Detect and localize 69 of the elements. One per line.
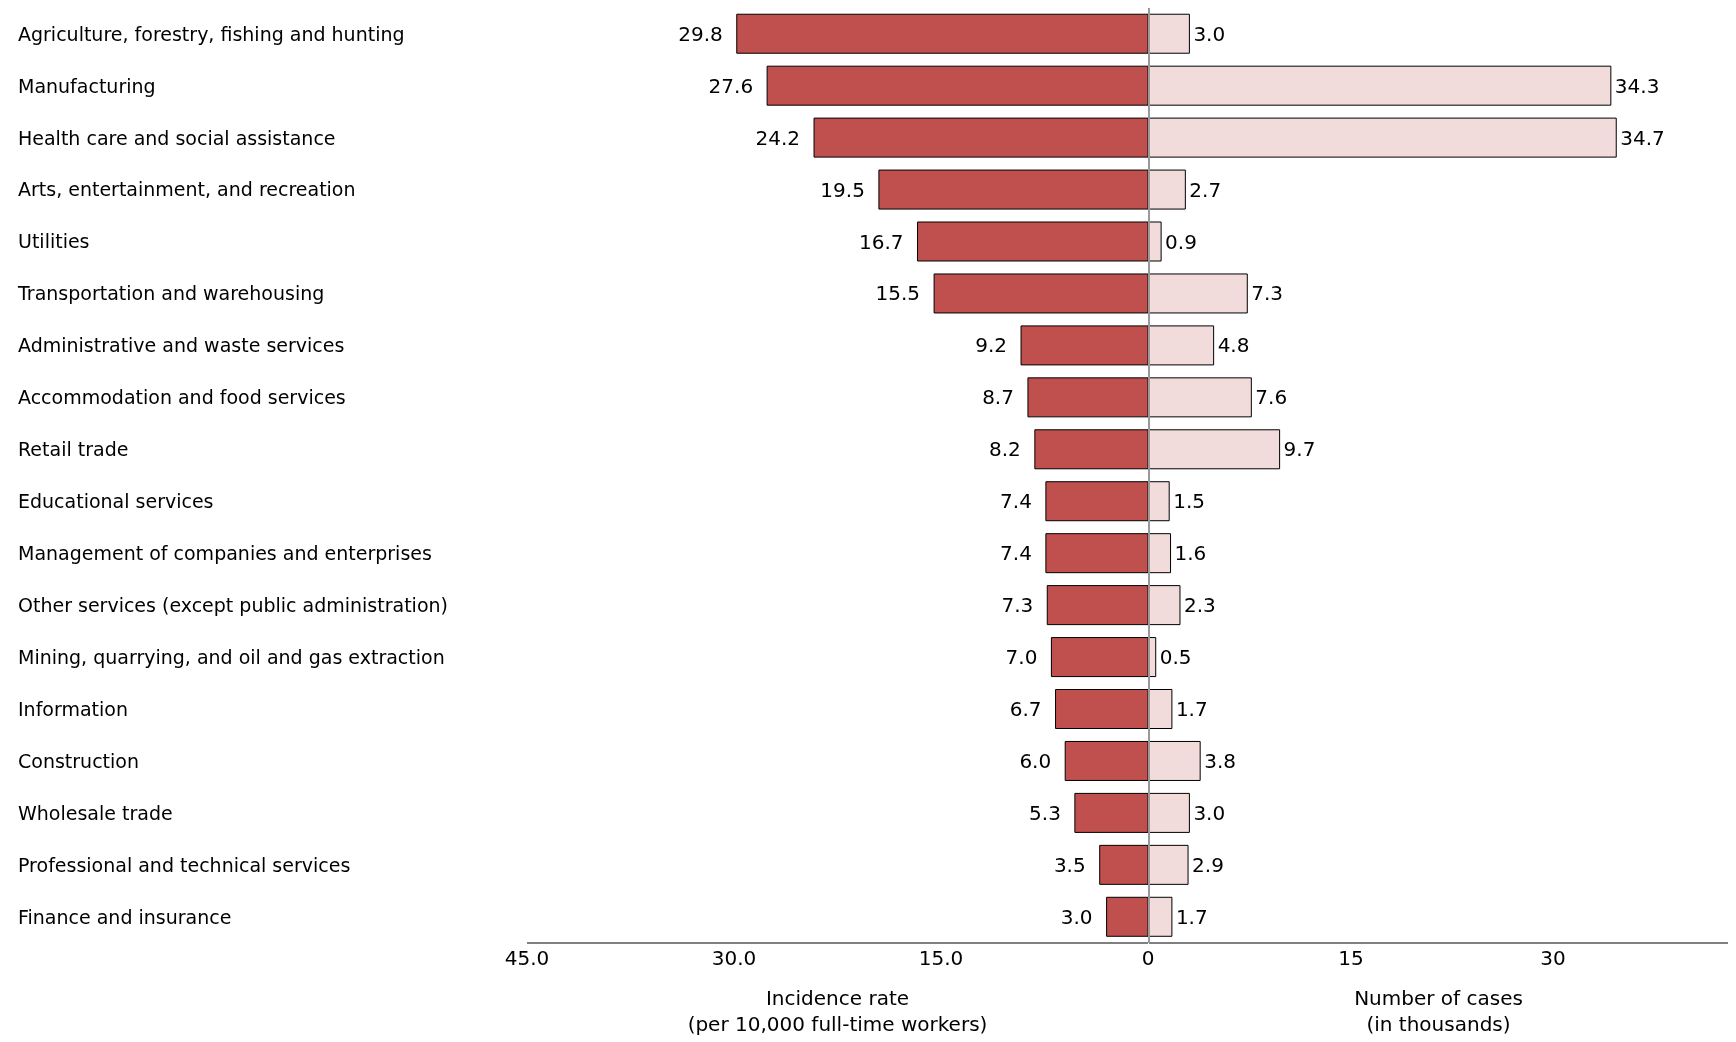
y-tick-label: Professional and technical services — [18, 853, 351, 876]
data-label: 16.7 — [859, 229, 904, 254]
x-axis-title: Incidence rate (per 10,000 full-time workers) — [687, 986, 988, 1036]
y-tick-label: Agriculture, forestry, fishing and hunting — [18, 22, 405, 45]
bar — [1149, 689, 1173, 730]
y-tick-label: Finance and insurance — [18, 905, 232, 928]
y-tick-label: Retail trade — [18, 438, 129, 461]
bar — [1149, 585, 1181, 626]
bar — [1149, 13, 1190, 54]
data-label: 34.3 — [1614, 73, 1660, 98]
data-label: 34.7 — [1620, 125, 1665, 150]
y-tick-label: Wholesale trade — [18, 801, 173, 824]
x-tick-label: 15 — [1338, 946, 1364, 971]
data-label: 1.7 — [1175, 904, 1208, 929]
data-label: 2.7 — [1189, 177, 1222, 202]
data-label: 15.5 — [875, 281, 921, 306]
y-tick-label: Information — [18, 697, 128, 720]
data-label: 29.8 — [678, 21, 723, 46]
y-tick-label: Other services (except public administration) — [18, 594, 448, 617]
y-tick-label: Utilities — [18, 230, 90, 253]
data-label: 3.8 — [1204, 748, 1236, 773]
y-tick-label: Manufacturing — [18, 74, 156, 97]
data-label: 2.9 — [1192, 852, 1224, 877]
data-label: 9.2 — [975, 333, 1008, 358]
bar — [1149, 481, 1170, 522]
data-label: 7.4 — [1000, 489, 1032, 514]
data-label: 1.5 — [1173, 489, 1206, 514]
data-label: 2.3 — [1183, 593, 1216, 618]
data-label: 24.2 — [755, 125, 801, 150]
data-label: 8.7 — [982, 385, 1014, 410]
y-tick-label: Transportation and warehousing — [17, 282, 325, 305]
data-label: 7.3 — [1001, 593, 1034, 618]
bar — [1149, 533, 1172, 574]
y-tick-label: Health care and social assistance — [18, 126, 336, 149]
data-label: 7.0 — [1005, 645, 1038, 670]
data-label: 5.3 — [1029, 800, 1061, 825]
data-label: 4.8 — [1217, 333, 1250, 358]
y-tick-label: Arts, entertainment, and recreation — [18, 178, 356, 201]
x-tick-label: 15.0 — [918, 946, 964, 971]
y-tick-label: Educational services — [18, 490, 214, 513]
data-label: 6.7 — [1009, 697, 1042, 722]
data-label: 7.3 — [1251, 281, 1284, 306]
y-tick-label: Accommodation and food services — [18, 386, 346, 409]
bar — [1149, 221, 1162, 262]
data-label: 3.0 — [1060, 904, 1093, 929]
x-axis-title: Number of cases (in thousands) — [1354, 986, 1523, 1036]
data-label: 7.6 — [1255, 385, 1288, 410]
data-label: 6.0 — [1019, 748, 1052, 773]
data-label: 9.7 — [1283, 437, 1316, 462]
data-label: 8.2 — [989, 437, 1021, 462]
data-label: 0.5 — [1159, 645, 1192, 670]
y-tick-label: Management of companies and enterprises — [18, 542, 432, 565]
y-tick-label: Construction — [18, 749, 139, 772]
data-label: 0.9 — [1165, 229, 1197, 254]
bar — [1149, 169, 1186, 210]
data-label: 1.6 — [1174, 541, 1207, 566]
data-label: 1.7 — [1175, 697, 1208, 722]
x-tick-label: 30 — [1540, 946, 1566, 971]
data-label: 7.4 — [1000, 541, 1032, 566]
data-label: 19.5 — [820, 177, 865, 202]
y-tick-label: Mining, quarrying, and oil and gas extraction — [18, 645, 445, 668]
data-label: 3.0 — [1193, 21, 1226, 46]
data-label: 3.5 — [1053, 852, 1086, 877]
x-tick-label: 45.0 — [504, 946, 550, 971]
data-label: 3.0 — [1193, 800, 1226, 825]
y-tick-label: Administrative and waste services — [18, 334, 345, 357]
x-tick-label: 0 — [1141, 946, 1155, 971]
data-label: 27.6 — [708, 73, 754, 98]
x-tick-label: 30.0 — [711, 946, 757, 971]
